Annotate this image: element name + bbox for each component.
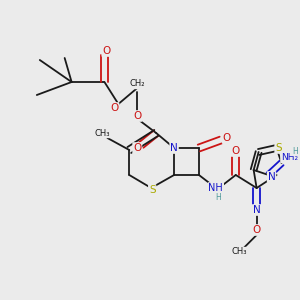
Text: O: O bbox=[133, 143, 141, 153]
Text: O: O bbox=[133, 111, 141, 121]
Text: N: N bbox=[170, 143, 178, 153]
Text: CH₃: CH₃ bbox=[95, 128, 110, 137]
Text: O: O bbox=[223, 133, 231, 143]
Text: N: N bbox=[268, 172, 275, 182]
Text: NH: NH bbox=[208, 183, 223, 193]
Text: O: O bbox=[110, 103, 118, 113]
Text: NH₂: NH₂ bbox=[281, 154, 298, 163]
Text: CH₂: CH₂ bbox=[130, 80, 145, 88]
Text: S: S bbox=[275, 143, 282, 153]
Text: N: N bbox=[253, 205, 260, 215]
Text: H: H bbox=[292, 146, 298, 155]
Text: O: O bbox=[102, 46, 111, 56]
Text: S: S bbox=[149, 185, 155, 195]
Text: O: O bbox=[232, 146, 240, 156]
Text: H: H bbox=[215, 193, 221, 202]
Text: O: O bbox=[253, 225, 261, 235]
Text: CH₃: CH₃ bbox=[232, 248, 248, 256]
